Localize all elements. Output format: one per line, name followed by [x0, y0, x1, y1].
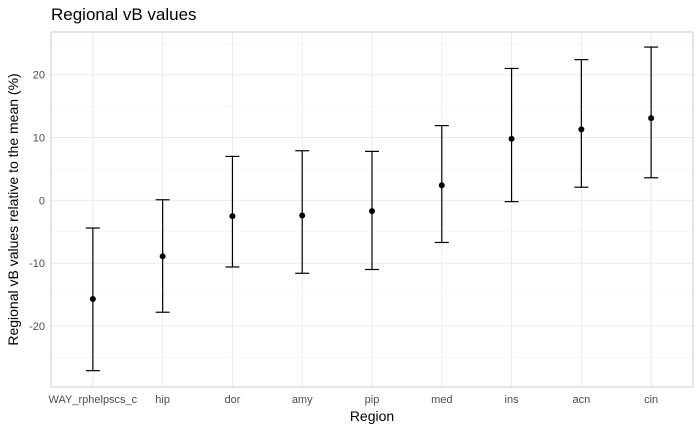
data-point	[369, 208, 375, 215]
x-tick-label: dor	[224, 394, 240, 406]
y-axis-ticks: -20 -10 0 10 20	[29, 70, 45, 333]
y-tick-label: 20	[33, 70, 45, 82]
y-tick-label: -20	[29, 321, 45, 333]
data-point	[159, 253, 166, 260]
y-tick-label: 10	[33, 133, 45, 145]
y-tick-label: 0	[39, 195, 45, 207]
y-axis-title: Regional vB values relative to the mean …	[5, 73, 21, 345]
errorbar-group	[365, 150, 379, 271]
data-point	[578, 126, 585, 133]
errorbar-group	[295, 150, 310, 274]
x-tick-label: acn	[572, 394, 590, 406]
data-marks	[85, 46, 659, 372]
chart-title: Regional vB values	[51, 5, 197, 24]
data-point	[229, 213, 236, 220]
data-point	[299, 212, 306, 219]
x-tick-label: amy	[292, 394, 313, 406]
x-tick-label: pip	[365, 394, 380, 406]
x-axis-title: Region	[350, 408, 394, 424]
errorbar-group	[504, 67, 519, 203]
errorbar-group	[644, 46, 659, 179]
y-tick-label: -10	[29, 258, 45, 270]
data-point	[508, 135, 515, 142]
x-tick-label: hip	[155, 394, 170, 406]
x-axis-ticks: WAY_rphelpscs_c hip dor amy pip med ins acn cin	[49, 394, 659, 406]
panel-border	[50, 31, 694, 388]
data-point	[89, 296, 96, 303]
x-tick-label: cin	[644, 394, 658, 406]
data-point	[438, 182, 445, 189]
errorbar-group	[85, 227, 100, 372]
errorbar-group	[225, 155, 240, 268]
errorbar-group	[434, 125, 449, 244]
x-tick-label: WAY_rphelpscs_c	[49, 394, 138, 406]
errorbar-group	[574, 59, 589, 188]
x-tick-label: med	[431, 394, 452, 406]
data-point	[648, 115, 655, 122]
errorbar-group	[155, 199, 170, 313]
x-tick-label: ins	[505, 394, 520, 406]
